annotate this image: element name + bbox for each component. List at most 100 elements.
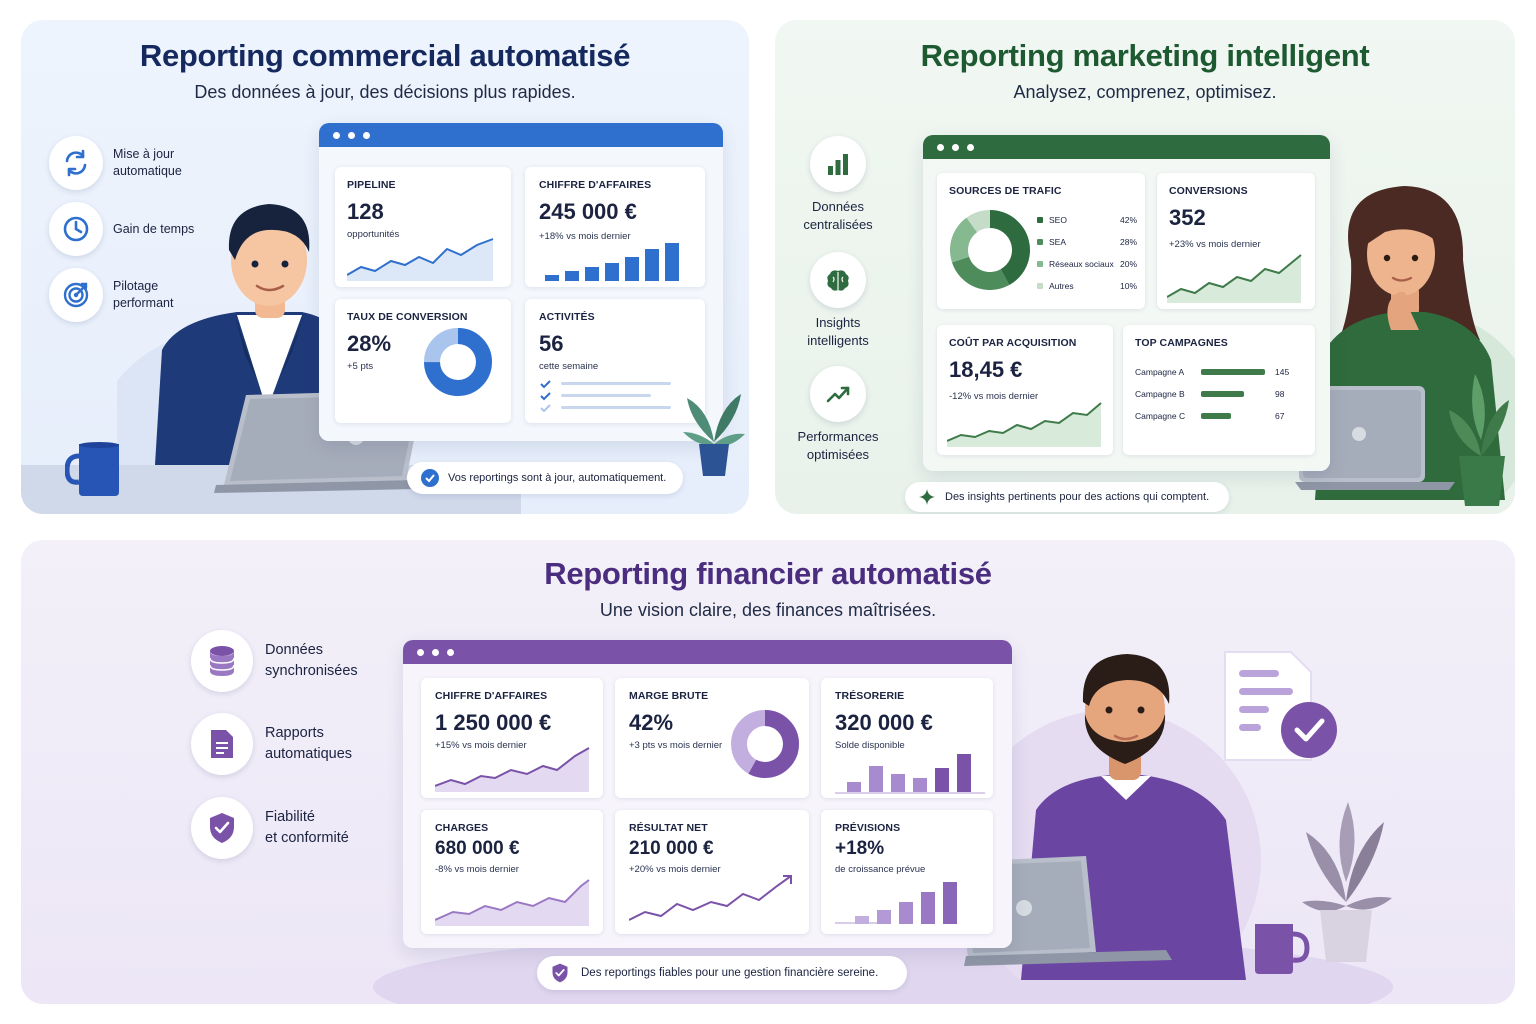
card-label: CHARGES: [435, 822, 489, 834]
card-sub: de croissance prévue: [835, 864, 926, 875]
card-label: COÛT PAR ACQUISITION: [949, 337, 1077, 349]
window-dot: [333, 131, 340, 139]
feature-label: Mise à jour: [113, 147, 175, 161]
sparkle-icon: [919, 489, 935, 505]
feature-label: Pilotage: [113, 279, 159, 293]
campaign-value: 67: [1275, 411, 1285, 421]
card-value: 352: [1169, 205, 1206, 230]
feature-label: automatique: [113, 164, 182, 178]
gross-margin-card: MARGE BRUTE 42% +3 pts vs mois dernier: [615, 678, 809, 798]
card-sub: Solde disponible: [835, 740, 905, 751]
conversion-card: TAUX DE CONVERSION 28% +5 pts: [335, 299, 511, 423]
feature-centralized-data: Données centralisées: [785, 136, 891, 234]
card-sub: +18% vs mois dernier: [539, 231, 631, 242]
window-dot: [348, 131, 355, 139]
legend-pct: 10%: [1119, 281, 1137, 291]
card-sub: +20% vs mois dernier: [629, 864, 721, 875]
commercial-subtitle: Des données à jour, des décisions plus r…: [194, 82, 576, 102]
feature-label: synchronisées: [265, 663, 358, 679]
feature-performance: Performances optimisées: [785, 366, 891, 464]
card-value: 128: [347, 199, 384, 224]
card-sub: -12% vs mois dernier: [949, 391, 1039, 402]
window-dot: [952, 143, 959, 151]
window-dot: [447, 648, 454, 656]
clock-icon: [49, 202, 103, 256]
legend-swatch: [1037, 283, 1043, 289]
card-label: ACTIVITÉS: [539, 311, 595, 323]
shield-check-icon: [552, 963, 568, 983]
commercial-footer-text: Vos reportings sont à jour, automatiquem…: [448, 472, 667, 484]
mug-illustration: [1255, 924, 1310, 974]
shield-check-icon: [191, 797, 253, 859]
card-label: PIPELINE: [347, 179, 396, 191]
traffic-donut: [950, 210, 1030, 290]
legend-row: SEO 42%: [1037, 209, 1137, 231]
campaign-list: Campagne A 145 Campagne B 98 Campagne C 67: [1135, 361, 1305, 427]
finance-footer-text: Des reportings fiables pour une gestion …: [581, 967, 879, 979]
card-label: TOP CAMPAGNES: [1135, 337, 1228, 349]
donut-slice: [990, 210, 1030, 286]
feature-label: Gain de temps: [113, 221, 195, 236]
campaign-name: Campagne B: [1135, 389, 1185, 399]
card-sub: +23% vs mois dernier: [1169, 239, 1261, 250]
legend-pct: 28%: [1119, 237, 1137, 247]
donut-slice: [951, 256, 1010, 290]
legend-row: Réseaux sociaux 20%: [1037, 253, 1137, 275]
legend-pct: 20%: [1119, 259, 1137, 269]
campaign-name: Campagne A: [1135, 367, 1185, 377]
card-label: SOURCES DE TRAFIC: [949, 185, 1062, 197]
traffic-legend: SEO 42% SEA 28% Réseaux sociaux 20% Autres 10%: [1037, 209, 1137, 297]
window-dot: [937, 143, 944, 151]
feature-insights: Insights intelligents: [785, 252, 891, 350]
window-dot: [432, 648, 439, 656]
feature-label: automatiques: [265, 746, 353, 762]
conversions-card: CONVERSIONS 352 +23% vs mois dernier: [1157, 173, 1315, 309]
check-circle-icon: [421, 469, 439, 487]
card-value: 18,45 €: [949, 357, 1023, 382]
cpa-line-chart: [947, 402, 1102, 447]
conversions-line-chart: [1167, 254, 1302, 303]
commercial-panel: Reporting commercial automatisé Des donn…: [21, 20, 749, 514]
card-label: CONVERSIONS: [1169, 185, 1248, 197]
charges-card: CHARGES 680 000 € -8% vs mois dernier: [421, 810, 603, 934]
feature-label: Insights: [815, 315, 861, 330]
legend-swatch: [1037, 239, 1043, 245]
feature-label: Données: [265, 642, 324, 658]
pipeline-card: PIPELINE 128 opportunités: [335, 167, 511, 287]
window-dot: [363, 131, 370, 139]
document-icon: [191, 713, 253, 775]
card-sub: opportunités: [347, 229, 400, 240]
trend-up-icon: [810, 366, 866, 422]
feature-label: Fiabilité: [265, 809, 315, 825]
window-dot: [967, 143, 974, 151]
finance-subtitle: Une vision claire, des finances maîtrisé…: [599, 600, 937, 620]
card-label: PRÉVISIONS: [835, 822, 901, 834]
feature-time-saving: Gain de temps: [49, 202, 194, 256]
card-sub: +3 pts vs mois dernier: [629, 740, 723, 751]
revenue-bar-chart: [545, 243, 679, 281]
finance-footer-pill: Des reportings fiables pour une gestion …: [537, 956, 907, 990]
feature-auto-update: Mise à jour automatique: [49, 136, 182, 190]
net-result-card: RÉSULTAT NET 210 000 € +20% vs mois dern…: [615, 810, 809, 934]
card-label: MARGE BRUTE: [629, 690, 709, 702]
card-value: 56: [539, 331, 564, 356]
campaign-row: Campagne A 145: [1135, 361, 1305, 383]
laptop-illustration: [1295, 386, 1455, 490]
legend-name: SEO: [1049, 215, 1067, 225]
card-value: 680 000 €: [435, 838, 520, 859]
feature-label: Rapports: [265, 725, 324, 741]
top-campaigns-card: TOP CAMPAGNES Campagne A 145 Campagne B 98 C…: [1123, 325, 1315, 455]
feature-auto-reports: Rapports automatiques: [191, 713, 352, 775]
feature-label: Données: [811, 199, 865, 214]
commercial-title: Reporting commercial automatisé: [139, 38, 631, 73]
marketing-dashboard-window: SOURCES DE TRAFIC SEO 42% SEA 28% Réseaux so…: [923, 135, 1330, 471]
campaign-bar: [1201, 413, 1231, 419]
activities-card: ACTIVITÉS 56 cette semaine: [525, 299, 705, 423]
plant-illustration: [1449, 374, 1509, 506]
card-sub: cette semaine: [539, 361, 599, 372]
card-label: RÉSULTAT NET: [629, 822, 708, 834]
card-value: 210 000 €: [629, 838, 714, 859]
feature-label: et conformité: [265, 830, 349, 846]
card-value: 1 250 000 €: [435, 710, 552, 735]
donut-slice: [966, 210, 990, 233]
